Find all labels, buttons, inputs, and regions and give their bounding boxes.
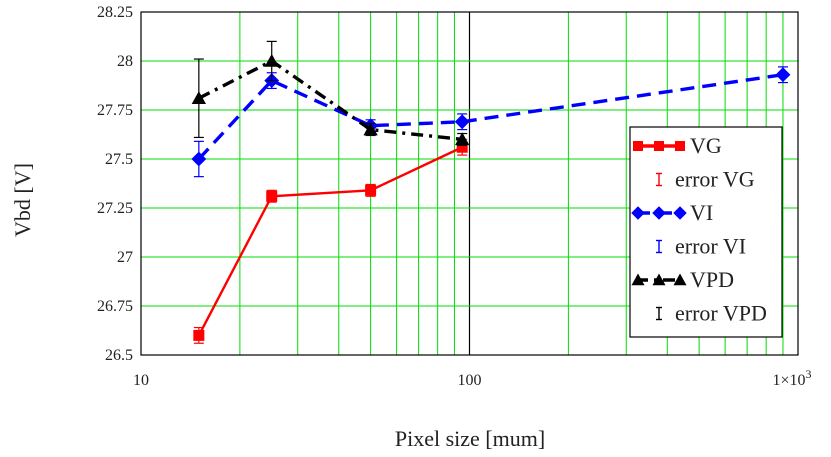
legend-entry: error VG (656, 167, 755, 192)
series-VPD (191, 40, 470, 146)
data-point-square (654, 141, 664, 151)
x-tick-exponent: 3 (806, 367, 812, 381)
data-point-triangle (455, 132, 470, 146)
x-tick-labels: 10 100 1×103 (133, 367, 812, 389)
y-tick-label: 26.5 (105, 347, 133, 364)
legend-entry: VI (631, 200, 713, 225)
data-point-triangle (631, 273, 645, 286)
legend-entry: error VI (656, 234, 746, 259)
data-point-triangle (673, 273, 687, 286)
y-tick-label: 27.5 (105, 151, 133, 168)
y-tick-label: 26.75 (97, 298, 133, 315)
y-axis-label: Vbd [V] (10, 163, 35, 237)
legend-entry: VPD (631, 267, 734, 292)
data-point-square (193, 329, 205, 341)
legend-label: error VPD (675, 301, 767, 326)
series-VG (193, 138, 468, 344)
series-layer (191, 40, 791, 344)
data-point-diamond (652, 206, 666, 220)
data-point-triangle (363, 122, 378, 136)
y-tick-label: 27.75 (97, 102, 133, 119)
x-tick-label: 1×103 (772, 367, 811, 389)
data-point-diamond (631, 206, 645, 220)
legend-label: VPD (690, 267, 734, 292)
data-point-diamond (454, 114, 470, 130)
legend: VG error VG VI error VI VPD error VPD (629, 126, 783, 338)
legend-label: VI (690, 200, 713, 225)
series-line (198, 59, 463, 142)
series-line (197, 146, 463, 336)
data-point-square (675, 141, 685, 151)
legend-entry: VG (633, 133, 722, 158)
data-point-square (365, 184, 377, 196)
data-point-triangle (264, 53, 279, 67)
series-line (197, 73, 784, 161)
plot-frame (140, 11, 799, 356)
x-tick-label: 10 (133, 372, 149, 389)
data-point-triangle (652, 273, 666, 286)
y-tick-label: 28.25 (97, 4, 133, 21)
y-tick-label: 27 (117, 249, 133, 266)
x-tick-label: 100 (458, 372, 482, 389)
data-point-square (266, 190, 278, 202)
y-tick-labels: 26.5 26.75 27 27.25 27.5 27.75 28 28.25 (97, 4, 133, 364)
data-point-square (633, 141, 643, 151)
legend-label: error VI (675, 234, 746, 259)
legend-label: error VG (675, 167, 755, 192)
legend-label: VG (690, 133, 722, 158)
y-tick-label: 28 (117, 53, 133, 70)
data-point-diamond (191, 151, 207, 167)
data-point-square (456, 141, 468, 153)
data-point-diamond (775, 67, 791, 83)
data-point-triangle (191, 91, 206, 104)
legend-entry: error VPD (656, 301, 767, 326)
y-tick-label: 27.25 (97, 200, 133, 217)
x-axis-label: Pixel size [mum] (395, 426, 545, 451)
data-point-diamond (673, 206, 687, 220)
legend-box (629, 126, 783, 338)
